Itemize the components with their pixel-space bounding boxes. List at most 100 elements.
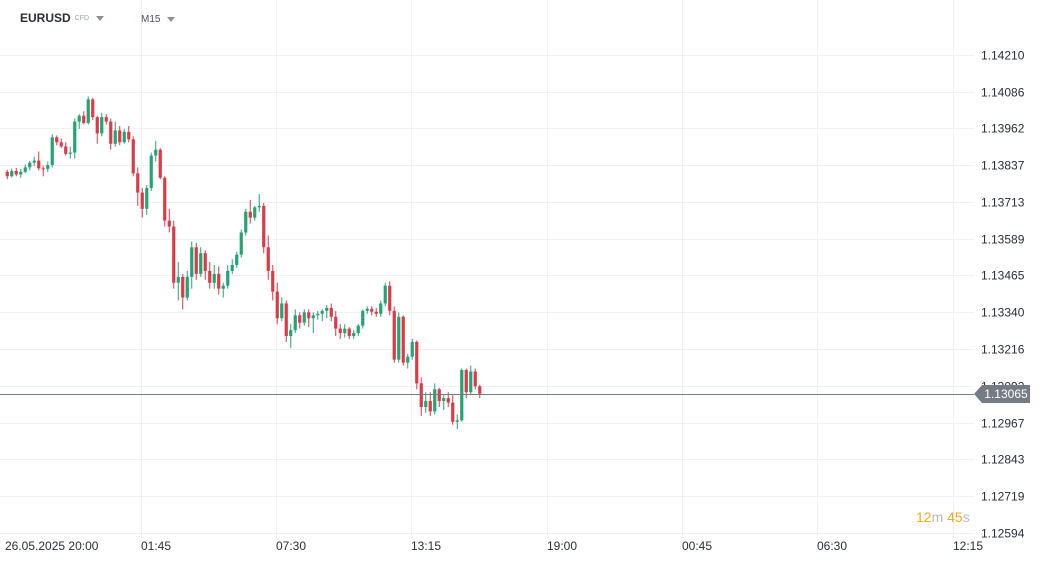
candle-body bbox=[473, 371, 477, 387]
candle-body bbox=[343, 328, 347, 334]
candle bbox=[73, 118, 77, 159]
candle bbox=[131, 136, 135, 177]
candle-body bbox=[446, 398, 450, 403]
candle-body bbox=[244, 211, 248, 233]
candle bbox=[401, 315, 405, 366]
countdown-minutes-unit: m bbox=[931, 509, 944, 525]
candle-body bbox=[5, 171, 9, 177]
candle-body bbox=[163, 177, 167, 221]
timeframe-label: M15 bbox=[141, 14, 161, 25]
symbol-selector[interactable]: EURUSD CFD bbox=[20, 11, 105, 25]
candle bbox=[23, 164, 27, 174]
y-tick-label: 1.12719 bbox=[981, 490, 1025, 504]
candle-body bbox=[428, 401, 432, 412]
y-tick-label: 1.13216 bbox=[981, 343, 1025, 357]
candle bbox=[221, 282, 225, 298]
candle bbox=[59, 138, 63, 149]
x-tick-label: 19:00 bbox=[547, 539, 577, 553]
candle bbox=[464, 368, 468, 399]
candle bbox=[397, 312, 401, 363]
candle-body bbox=[275, 291, 279, 319]
x-tick-label: 26.05.2025 20:00 bbox=[5, 539, 99, 553]
candle-body bbox=[361, 310, 365, 326]
candle bbox=[136, 167, 140, 206]
candle-body bbox=[419, 383, 423, 407]
candle bbox=[199, 247, 203, 277]
candle bbox=[68, 146, 72, 159]
candle-body bbox=[104, 117, 108, 122]
candle bbox=[253, 205, 257, 221]
candle-body bbox=[383, 285, 387, 304]
candle-body bbox=[311, 315, 315, 319]
candle-body bbox=[194, 247, 198, 274]
y-tick-label: 1.12843 bbox=[981, 453, 1025, 467]
candle-body bbox=[469, 371, 473, 393]
candle bbox=[451, 395, 455, 425]
candle-body bbox=[370, 308, 374, 312]
candle-body bbox=[257, 205, 261, 208]
candle bbox=[109, 118, 113, 150]
candle bbox=[329, 303, 333, 322]
candle-body bbox=[190, 247, 194, 277]
candle-body bbox=[55, 137, 59, 143]
candle-body bbox=[118, 130, 122, 143]
candle-body bbox=[50, 137, 54, 166]
candle-body bbox=[145, 188, 149, 209]
candle-body bbox=[401, 316, 405, 363]
y-tick-label: 1.12594 bbox=[981, 527, 1025, 541]
candle-body bbox=[464, 370, 468, 393]
candle-body bbox=[415, 341, 419, 384]
candle bbox=[140, 188, 144, 218]
candle-body bbox=[379, 303, 383, 314]
timeframe-selector[interactable]: M15 bbox=[141, 14, 176, 25]
candle bbox=[185, 270, 189, 301]
candle-body bbox=[316, 313, 320, 316]
candle-body bbox=[442, 398, 446, 402]
candle bbox=[428, 392, 432, 416]
candle-body bbox=[325, 307, 329, 311]
candle-body bbox=[127, 131, 131, 140]
candle-body bbox=[59, 142, 63, 147]
candle-body bbox=[95, 117, 99, 134]
candle bbox=[194, 242, 198, 280]
candle-body bbox=[410, 341, 414, 357]
candle-body bbox=[136, 173, 140, 193]
candle-body bbox=[338, 328, 342, 334]
y-tick-label: 1.13589 bbox=[981, 233, 1025, 247]
candle-body bbox=[352, 333, 356, 337]
candle-body bbox=[19, 171, 23, 175]
candle bbox=[410, 338, 414, 360]
countdown-minutes: 12 bbox=[916, 509, 932, 525]
candle bbox=[95, 115, 99, 144]
candle-body bbox=[203, 253, 207, 271]
candle bbox=[122, 128, 126, 144]
candle bbox=[14, 167, 18, 177]
candle bbox=[266, 235, 270, 280]
candle-body bbox=[320, 310, 324, 314]
candle-body bbox=[167, 220, 171, 227]
candle-body bbox=[154, 149, 158, 156]
candle bbox=[190, 241, 194, 289]
candle-body bbox=[64, 146, 68, 154]
candle-body bbox=[455, 420, 459, 422]
candle-body bbox=[226, 270, 230, 286]
candle bbox=[347, 327, 351, 339]
candle-body bbox=[28, 162, 32, 168]
candle-body bbox=[221, 285, 225, 289]
candle-body bbox=[289, 330, 293, 337]
candle-body bbox=[46, 165, 50, 169]
candle-body bbox=[199, 253, 203, 274]
candle bbox=[311, 312, 315, 334]
candle-body bbox=[212, 273, 216, 283]
candle-body bbox=[73, 121, 77, 153]
candle bbox=[437, 387, 441, 407]
candle-body bbox=[181, 276, 185, 298]
candle bbox=[37, 151, 41, 171]
candle bbox=[50, 134, 54, 168]
candle bbox=[473, 368, 477, 390]
candle bbox=[127, 125, 131, 143]
x-tick-label: 12:15 bbox=[953, 539, 983, 553]
candle bbox=[320, 309, 324, 322]
candle bbox=[280, 297, 284, 322]
